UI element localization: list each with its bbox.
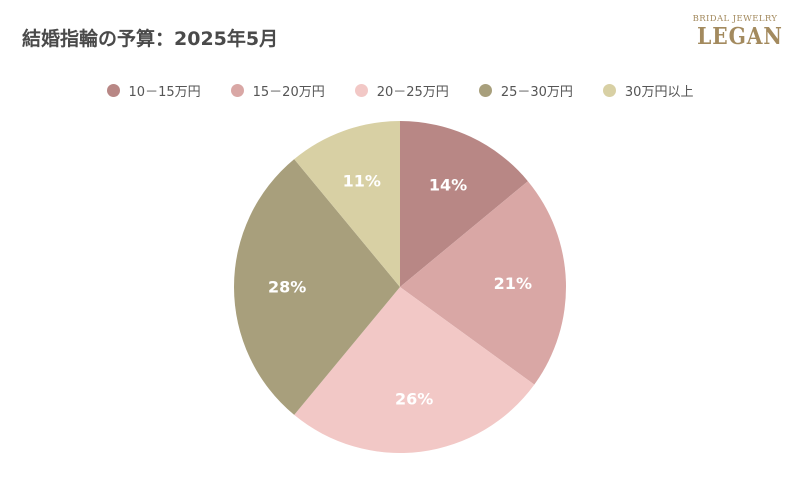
legend-item-20-25[interactable]: 20－25万円 [354,81,449,100]
logo-subtitle: BRIDAL JEWELRY [692,14,778,24]
pie-slice-10-15[interactable] [400,121,528,287]
pie-slice-label: 14% [429,175,467,194]
legend-label: 15－20万円 [252,85,325,100]
pie-slice-30[interactable] [294,121,400,287]
legend-swatch [602,84,616,97]
legend-swatch [106,84,120,97]
legend-item-25-30[interactable]: 25－30万円 [478,81,573,100]
legend-item-30-plus[interactable]: 30万円以上 [602,81,694,100]
pie-slice-label: 28% [268,278,306,297]
pie-slice-label: 11% [343,171,381,190]
legend-label: 20－25万円 [376,85,449,100]
legend-swatch [478,84,492,97]
chart-title: 結婚指輪の予算：2025年5月 [22,28,279,50]
legend-label: 30万円以上 [624,85,694,100]
chart-legend: 10－15万円 15－20万円 20－25万円 25－30万円 30万円以上 [0,81,800,100]
logo-wordmark: LEGAN [697,23,783,50]
legend-swatch [230,84,244,97]
legend-item-10-15[interactable]: 10－15万円 [106,81,201,100]
legend-label: 25－30万円 [500,85,573,100]
legend-swatch [354,84,368,97]
pie-slice-label: 21% [494,274,532,293]
legend-item-15-20[interactable]: 15－20万円 [230,81,325,100]
brand-logo: BRIDAL JEWELRY LEGAN [692,14,783,50]
pie-slice-label: 26% [395,389,433,408]
pie-slice-25-30[interactable] [233,159,400,415]
legend-label: 10－15万円 [128,85,201,100]
pie-slice-20-25[interactable] [294,287,535,453]
pie-slice-15-20[interactable] [400,181,566,385]
